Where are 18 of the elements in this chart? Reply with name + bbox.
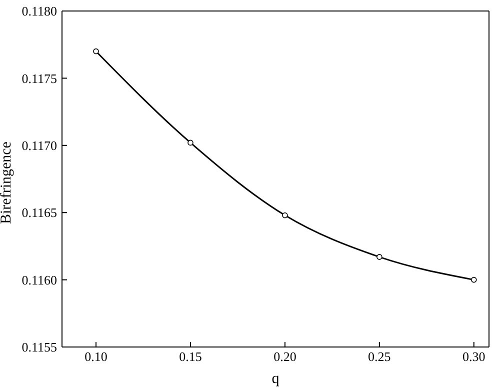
y-tick-label: 0.1165	[22, 205, 57, 220]
y-tick-label: 0.1175	[22, 70, 57, 86]
point	[93, 48, 99, 54]
x-axis-title: q	[272, 371, 280, 387]
x-tick-label: 0.30	[462, 349, 486, 364]
point	[470, 276, 477, 283]
y-axis-title: Birefringence	[0, 141, 14, 224]
x-tick-label: 0.20	[274, 349, 296, 364]
point	[282, 212, 288, 218]
point	[376, 254, 382, 260]
x-tick-label: 0.25	[368, 349, 391, 364]
y-tick-label: 0.1155	[22, 340, 57, 355]
y-tick-label: 0.1180	[22, 4, 57, 19]
x-tick-label: 0.10	[84, 349, 108, 364]
y-tick-label: 0.1170	[22, 138, 57, 154]
y-tick-label: 0.1160	[22, 272, 57, 288]
point	[188, 140, 194, 146]
x-tick-label: 0.15	[179, 349, 202, 364]
